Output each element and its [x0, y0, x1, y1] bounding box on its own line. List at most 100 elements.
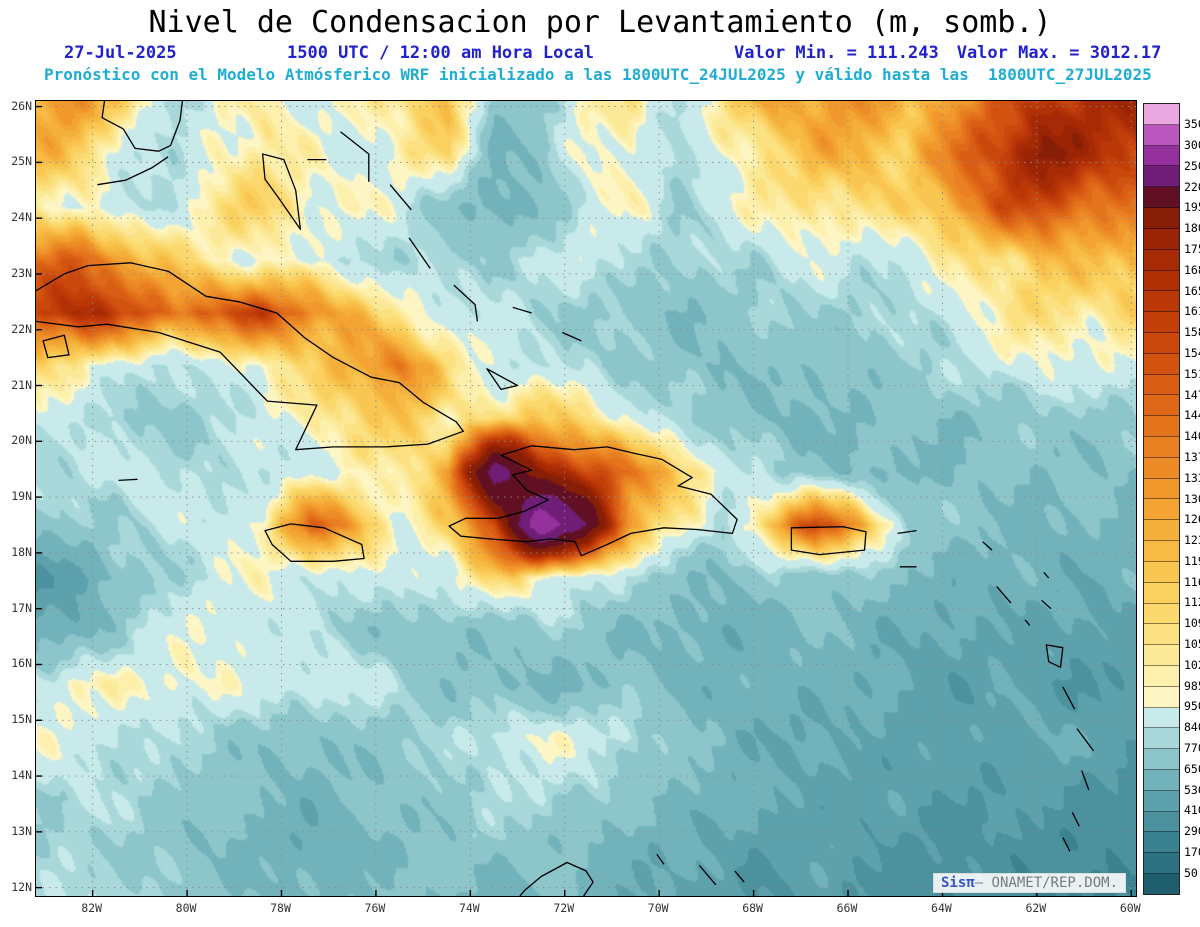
colorbar-segment: [1144, 312, 1179, 333]
colorbar-boundary-label: 1195: [1184, 553, 1200, 568]
colorbar-segment: [1144, 249, 1179, 271]
colorbar-segment: [1144, 416, 1179, 437]
colorbar-boundary-label: 530: [1184, 782, 1200, 797]
colorbar-segment: [1144, 457, 1179, 479]
colorbar-boundary-label: 170: [1184, 844, 1200, 859]
coastline-guadeloupe: [1045, 644, 1064, 668]
page-title: Nivel de Condensacion por Levantamiento …: [148, 5, 1052, 40]
colorbar-boundary-label: 1475: [1184, 387, 1200, 402]
map-overlay: [36, 101, 1136, 896]
colorbar-segment: [1144, 707, 1179, 729]
lat-tick-label: 22N: [11, 321, 32, 336]
colorbar-boundary-label: 410: [1184, 803, 1200, 818]
colorbar-boundary-label: 1125: [1184, 595, 1200, 610]
coastline-martinique: [1076, 728, 1095, 752]
lon-tick-label: 68W: [742, 901, 763, 915]
colorbar-boundary-label: 2200: [1184, 179, 1200, 194]
colorbar: [1143, 103, 1180, 895]
colorbar-segment: [1144, 478, 1179, 500]
coastline-puerto-rico: [790, 526, 867, 556]
watermark-brand: Sisπ: [940, 875, 975, 891]
lon-tick-label: 62W: [1025, 901, 1047, 915]
colorbar-segment: [1144, 645, 1179, 666]
colorbar-boundary-label: 1580: [1184, 325, 1200, 340]
lon-tick-label: 78W: [270, 901, 291, 915]
colorbar-boundary-label: 1405: [1184, 429, 1200, 444]
coastline-andros: [261, 153, 302, 230]
coastline-turks-caicos: [562, 331, 582, 342]
lat-tick-label: 15N: [11, 712, 32, 727]
colorbar-boundary-label: 290: [1184, 824, 1200, 839]
coastline-montserrat: [1024, 619, 1031, 626]
lat-tick-label: 14N: [11, 768, 32, 783]
coastline-st-vincent: [1071, 812, 1080, 827]
coastline-jamaica: [264, 523, 365, 562]
colorbar-segment: [1144, 228, 1179, 250]
colorbar-segment: [1144, 208, 1179, 229]
lat-tick-label: 20N: [11, 433, 32, 448]
max-value-label: Valor Max. = 3012.17: [956, 43, 1162, 63]
coastline-guajira-peninsula: [519, 861, 594, 896]
lon-tick-label: 72W: [553, 901, 575, 915]
min-value-label: Valor Min. = 111.243: [734, 43, 939, 63]
coastline-aruba: [656, 853, 665, 865]
colorbar-segment: [1144, 353, 1179, 375]
forecast-date: 27-Jul-2025: [64, 43, 177, 63]
colorbar-segment: [1144, 624, 1179, 646]
coastline-mayaguana: [512, 306, 532, 314]
colorbar-segment: [1144, 145, 1179, 167]
colorbar-boundary-label: 1370: [1184, 449, 1200, 464]
colorbar-segment: [1144, 270, 1179, 292]
colorbar-segment: [1144, 749, 1179, 770]
colorbar-segment: [1144, 561, 1179, 583]
coastline-anguilla-stmartin: [982, 541, 993, 551]
colorbar-boundary-label: 1510: [1184, 366, 1200, 381]
model-info-line: Pronóstico con el Modelo Atmósferico WRF…: [44, 65, 1152, 84]
colorbar-boundary-label: 1300: [1184, 491, 1200, 506]
coastline-hispaniola: [448, 445, 738, 557]
colorbar-segment: [1144, 104, 1179, 125]
coastline-dominica: [1062, 686, 1076, 710]
colorbar-boundary-label: 1650: [1184, 283, 1200, 298]
colorbar-boundary-label: 3500: [1184, 117, 1200, 132]
colorbar-segment: [1144, 166, 1179, 188]
lat-tick-label: 13N: [11, 823, 32, 838]
colorbar-boundary-label: 1335: [1184, 470, 1200, 485]
watermark-suffix: – ONAMET/REP.DOM.: [974, 875, 1118, 891]
coastline-barbuda: [1043, 571, 1050, 579]
colorbar-boundary-label: 1230: [1184, 533, 1200, 548]
colorbar-boundary-label: 950: [1184, 699, 1200, 714]
coastline-isla-juventud: [42, 334, 70, 359]
coastline-curacao: [698, 864, 717, 886]
coastline-cuba: [36, 262, 464, 451]
coastline-cat-island: [389, 184, 412, 211]
lat-tick-label: 18N: [11, 544, 32, 559]
coastline-grenadines: [1062, 837, 1071, 852]
lat-tick-label: 19N: [11, 489, 32, 504]
colorbar-boundary-label: 1090: [1184, 616, 1200, 631]
colorbar-boundary-label: 1545: [1184, 345, 1200, 360]
coastline-antigua: [1041, 599, 1052, 610]
colorbar-boundary-label: 650: [1184, 761, 1200, 776]
coastline-st-kitts: [996, 585, 1012, 604]
colorbar-segment: [1144, 520, 1179, 542]
lon-tick-label: 64W: [931, 901, 952, 915]
colorbar-boundary-label: 3000: [1184, 138, 1200, 153]
lat-tick-label: 16N: [11, 656, 32, 671]
lat-tick-label: 12N: [11, 879, 32, 894]
colorbar-boundary-label: 1800: [1184, 221, 1200, 236]
colorbar-boundary-label: 840: [1184, 720, 1200, 735]
lat-tick-label: 23N: [11, 265, 32, 280]
lat-tick-label: 21N: [11, 377, 32, 392]
colorbar-segment: [1144, 124, 1179, 146]
coastline-st-lucia: [1081, 770, 1090, 791]
colorbar-segment: [1144, 665, 1179, 687]
colorbar-segment: [1144, 187, 1179, 209]
colorbar-segment: [1144, 499, 1179, 521]
colorbar-segment: [1144, 395, 1179, 417]
colorbar-segment: [1144, 437, 1179, 458]
min-max-values: Valor Min. = 111.243 Valor Max. = 3012.17: [734, 43, 1179, 63]
